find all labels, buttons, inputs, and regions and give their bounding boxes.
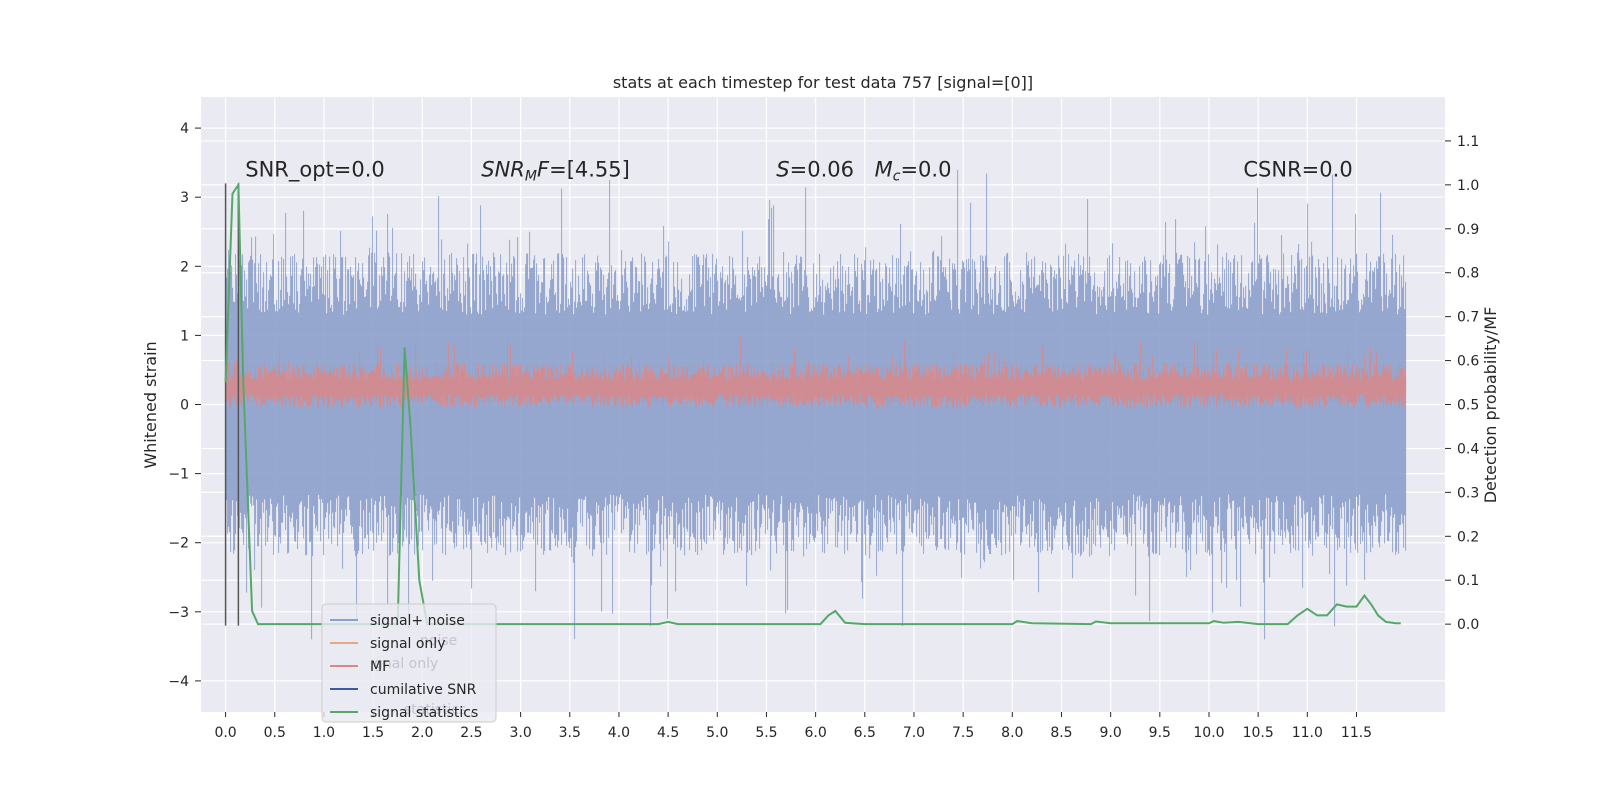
legend-box bbox=[321, 603, 497, 723]
y-right-tick-label: 1.1 bbox=[1457, 134, 1479, 150]
y-tick-label: 1 bbox=[180, 328, 189, 344]
x-tick-label: 3.0 bbox=[509, 725, 531, 741]
x-tick-label: 8.0 bbox=[1001, 725, 1023, 741]
annotation-text: Mc=0.0 bbox=[875, 157, 952, 184]
y-tick-label: 4 bbox=[180, 121, 189, 137]
legend-label: MF bbox=[370, 659, 390, 675]
signal-statistics-line bbox=[224, 181, 1401, 626]
x-tick-label: 7.0 bbox=[903, 725, 925, 741]
y-right-tick-label: 0.4 bbox=[1457, 441, 1479, 457]
legend: noise gnal only statistics signal+ noise sig… bbox=[321, 603, 497, 723]
y-tick-label: 2 bbox=[180, 259, 189, 275]
x-tick-label: 4.0 bbox=[608, 725, 630, 741]
x-tick-label: 2.5 bbox=[460, 725, 482, 741]
x-tick-label: 6.5 bbox=[854, 725, 876, 741]
legend-ghost-text: statistics bbox=[404, 702, 466, 718]
annotation-text: S=0.06 bbox=[776, 157, 854, 181]
y-right-tick-label: 0.3 bbox=[1457, 485, 1479, 501]
x-tick-label: 5.0 bbox=[706, 725, 728, 741]
y-right-tick-label: 0.9 bbox=[1457, 222, 1479, 238]
legend-ghost-text: gnal only bbox=[374, 656, 438, 672]
x-tick-label: 6.0 bbox=[804, 725, 826, 741]
x-tick-label: 11.5 bbox=[1341, 725, 1372, 741]
y-right-tick-label: 0.0 bbox=[1457, 617, 1479, 633]
y-right-tick-label: 0.2 bbox=[1457, 529, 1479, 545]
y-tick-label: −1 bbox=[168, 467, 189, 483]
y-right-tick-label: 0.5 bbox=[1457, 398, 1479, 414]
y-axis-label: Whitened strain bbox=[141, 341, 160, 468]
x-tick-label: 5.5 bbox=[755, 725, 777, 741]
legend-ghost-text: noise bbox=[420, 633, 457, 649]
x-tick-label: 1.0 bbox=[313, 725, 335, 741]
y-right-tick-label: 0.6 bbox=[1457, 354, 1479, 370]
y-tick-label: −2 bbox=[168, 536, 189, 552]
legend-label: cumilative SNR bbox=[370, 682, 477, 698]
x-tick-label: 4.5 bbox=[657, 725, 679, 741]
x-tick-label: 9.0 bbox=[1100, 725, 1122, 741]
x-tick-label: 9.5 bbox=[1149, 725, 1171, 741]
annotation-text: SNRMF=[4.55] bbox=[481, 157, 630, 184]
legend-label: signal statistics bbox=[370, 705, 478, 721]
y-right-tick-label: 0.7 bbox=[1457, 310, 1479, 326]
legend-label: signal only bbox=[370, 636, 445, 652]
y-tick-label: 0 bbox=[180, 398, 189, 414]
x-tick-label: 3.5 bbox=[559, 725, 581, 741]
y-tick-label: −4 bbox=[168, 674, 189, 690]
x-tick-label: 10.0 bbox=[1193, 725, 1224, 741]
series-signal-statistics bbox=[224, 181, 1401, 626]
x-axis-ticks: 0.0 0.5 1.0 1.5 2.0 2.5 3.0 3.5 4.0 4.5 5.0 5.5 6.0 6… bbox=[214, 712, 1372, 741]
x-tick-label: 0.0 bbox=[214, 725, 236, 741]
y-axis-ticks: −4 −3 −2 −1 0 1 2 3 4 bbox=[168, 121, 201, 690]
x-tick-label: 0.5 bbox=[264, 725, 286, 741]
legend-label: signal+ noise bbox=[370, 613, 465, 629]
x-tick-label: 7.5 bbox=[952, 725, 974, 741]
y-right-axis-ticks: 0.0 0.1 0.2 0.3 0.4 0.5 0.6 0.7 0.8 0.9 1.0 1.1 bbox=[1445, 134, 1479, 633]
x-tick-label: 8.5 bbox=[1050, 725, 1072, 741]
y-tick-label: −3 bbox=[168, 605, 189, 621]
annotations: SNR_opt=0.0 SNRMF=[4.55] S=0.06 Mc=0.0 CSNR=… bbox=[245, 157, 1352, 184]
x-tick-label: 2.0 bbox=[411, 725, 433, 741]
y-right-tick-label: 1.0 bbox=[1457, 178, 1479, 194]
x-tick-label: 1.5 bbox=[362, 725, 384, 741]
x-tick-label: 10.5 bbox=[1243, 725, 1274, 741]
chart-title: stats at each timestep for test data 757… bbox=[613, 73, 1033, 92]
y-tick-label: 3 bbox=[180, 190, 189, 206]
y-right-tick-label: 0.8 bbox=[1457, 266, 1479, 282]
x-tick-label: 11.0 bbox=[1292, 725, 1323, 741]
annotation-text: CSNR=0.0 bbox=[1243, 157, 1352, 181]
vertical-lines bbox=[224, 183, 240, 626]
y-right-tick-label: 0.1 bbox=[1457, 573, 1479, 589]
y-right-axis-label: Detection probability/MF bbox=[1481, 307, 1500, 504]
annotation-text: SNR_opt=0.0 bbox=[245, 157, 385, 182]
